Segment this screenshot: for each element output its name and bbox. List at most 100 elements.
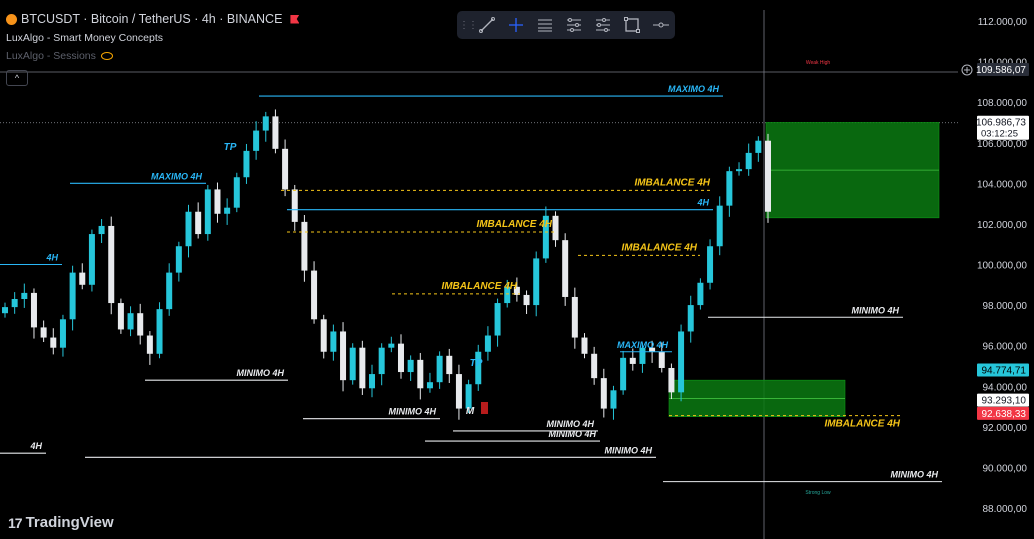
- candle-body[interactable]: [69, 272, 76, 320]
- candle-body[interactable]: [658, 351, 665, 368]
- candle-body[interactable]: [726, 171, 733, 206]
- candle-body[interactable]: [117, 303, 124, 330]
- candle-body[interactable]: [243, 150, 250, 178]
- candle-body[interactable]: [484, 335, 491, 352]
- candle-body[interactable]: [21, 292, 28, 299]
- candle-body[interactable]: [697, 282, 704, 306]
- indicator-smc[interactable]: LuxAlgo - Smart Money Concepts: [6, 32, 163, 44]
- price-label-box[interactable]: [977, 62, 1029, 76]
- candle-body[interactable]: [195, 211, 202, 235]
- collapse-legend-button[interactable]: ^: [6, 70, 28, 86]
- candle-body[interactable]: [426, 382, 433, 389]
- candle-body[interactable]: [233, 177, 240, 208]
- tradingview-logo[interactable]: 17 TradingView: [8, 514, 114, 531]
- candle-body[interactable]: [446, 355, 453, 375]
- candle-body[interactable]: [253, 130, 260, 151]
- candle-body[interactable]: [465, 384, 472, 409]
- candle-body[interactable]: [369, 374, 376, 389]
- candle-body[interactable]: [668, 367, 675, 393]
- candle-body[interactable]: [349, 347, 356, 381]
- candle-body[interactable]: [291, 189, 298, 222]
- candle-body[interactable]: [156, 309, 163, 354]
- candle-body[interactable]: [108, 225, 115, 304]
- candle-body[interactable]: [591, 353, 598, 379]
- price-label-box[interactable]: [977, 115, 1029, 140]
- price-label-box[interactable]: [977, 393, 1029, 407]
- candle-body[interactable]: [707, 246, 714, 283]
- rectangle-icon[interactable]: [617, 13, 646, 37]
- candle-body[interactable]: [494, 303, 501, 336]
- candle-body[interactable]: [639, 347, 646, 364]
- candle-body[interactable]: [98, 225, 105, 235]
- candle-body[interactable]: [620, 357, 627, 391]
- candle-body[interactable]: [755, 140, 762, 153]
- candle-body[interactable]: [11, 298, 18, 308]
- candle-body[interactable]: [436, 355, 443, 383]
- candle-body[interactable]: [765, 140, 771, 212]
- candle-body[interactable]: [533, 258, 540, 306]
- candle-body[interactable]: [378, 347, 385, 375]
- candle-body[interactable]: [359, 347, 366, 389]
- candle-body[interactable]: [513, 286, 520, 295]
- horizontal-lines-icon[interactable]: [531, 13, 560, 37]
- candle-body[interactable]: [79, 272, 86, 285]
- plus-circle-icon[interactable]: [961, 64, 973, 76]
- candle-body[interactable]: [88, 234, 95, 285]
- candle-body[interactable]: [562, 240, 569, 297]
- candle-body[interactable]: [716, 205, 723, 247]
- candle-body[interactable]: [214, 189, 221, 214]
- candle-body[interactable]: [552, 215, 559, 241]
- candle-body[interactable]: [311, 270, 318, 320]
- hidden-eye-icon[interactable]: [100, 52, 113, 60]
- candle-body[interactable]: [397, 343, 404, 373]
- candle-body[interactable]: [340, 331, 347, 381]
- pitchfork-icon[interactable]: [588, 13, 617, 37]
- candle-body[interactable]: [127, 313, 134, 330]
- candle-body[interactable]: [610, 390, 617, 409]
- price-label-box[interactable]: [977, 406, 1029, 420]
- candle-body[interactable]: [475, 351, 482, 385]
- indicator-sessions[interactable]: LuxAlgo - Sessions: [6, 50, 299, 62]
- candle-body[interactable]: [649, 347, 656, 352]
- candle-body[interactable]: [600, 378, 607, 409]
- candle-body[interactable]: [137, 313, 144, 336]
- candle-body[interactable]: [175, 246, 182, 273]
- candle-body[interactable]: [59, 319, 66, 348]
- candle-body[interactable]: [282, 148, 289, 190]
- candle-body[interactable]: [330, 331, 337, 352]
- candle-body[interactable]: [542, 215, 549, 259]
- candle-body[interactable]: [30, 292, 37, 328]
- candle-body[interactable]: [455, 374, 462, 409]
- candle-body[interactable]: [581, 337, 588, 354]
- candle-body[interactable]: [224, 207, 231, 214]
- flag-icon[interactable]: [290, 14, 300, 24]
- candle-body[interactable]: [407, 359, 414, 373]
- candle-body[interactable]: [166, 272, 173, 310]
- candle-body[interactable]: [504, 286, 511, 304]
- candle-body[interactable]: [320, 319, 327, 352]
- candle-body[interactable]: [629, 357, 636, 364]
- candle-body[interactable]: [571, 296, 578, 338]
- fib-icon[interactable]: [560, 13, 589, 37]
- trend-line-icon[interactable]: [473, 13, 502, 37]
- candle-body[interactable]: [388, 343, 395, 348]
- candle-body[interactable]: [262, 116, 269, 131]
- candle-body[interactable]: [2, 307, 8, 314]
- price-label-box[interactable]: [977, 363, 1029, 377]
- candle-body[interactable]: [678, 331, 685, 393]
- crosshair-icon[interactable]: [502, 13, 531, 37]
- candle-body[interactable]: [687, 305, 694, 332]
- candle-body[interactable]: [736, 169, 743, 172]
- candle-body[interactable]: [146, 335, 153, 354]
- candle-body[interactable]: [204, 189, 211, 235]
- candle-body[interactable]: [523, 294, 530, 306]
- candle-body[interactable]: [50, 337, 57, 348]
- candle-body[interactable]: [745, 152, 752, 170]
- candle-body[interactable]: [301, 221, 308, 271]
- candle-body[interactable]: [272, 116, 279, 149]
- drag-handle-icon[interactable]: ⋮⋮: [459, 19, 478, 31]
- candle-body[interactable]: [417, 359, 424, 389]
- symbol-title[interactable]: BTCUSDT · Bitcoin / TetherUS · 4h · BINA…: [6, 12, 300, 26]
- candle-body[interactable]: [185, 211, 192, 247]
